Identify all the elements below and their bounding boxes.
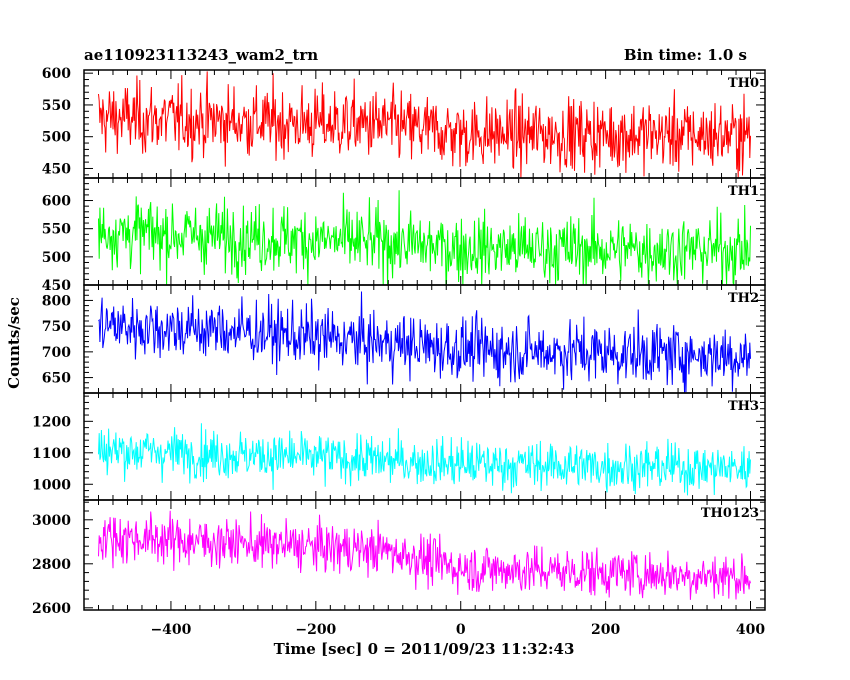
- y-tick-label: 700: [42, 345, 71, 361]
- chart-title: ae110923113243_wam2_trn: [84, 46, 318, 64]
- x-axis-title: Time [sec] 0 = 2011/09/23 11:32:43: [274, 640, 575, 658]
- y-tick-label: 650: [42, 371, 71, 387]
- y-axis-title: Counts/sec: [5, 297, 23, 389]
- panels-group: 450 500 550 600 TH0 450 500 550 600 TH1 650 700 750 8…: [32, 66, 766, 617]
- y-tick-label: 1000: [32, 477, 71, 493]
- panel-label: TH0123: [701, 506, 759, 521]
- x-tick-label: −200: [295, 622, 336, 638]
- x-tick-label: 200: [591, 622, 620, 638]
- y-tick-label: 550: [42, 98, 71, 114]
- x-tick-label: 0: [456, 622, 466, 638]
- y-tick-label: 800: [42, 293, 71, 309]
- series-line-th0123: [98, 510, 751, 600]
- panel-label: TH3: [728, 399, 759, 414]
- panel-th0: 450 500 550 600 TH0: [42, 66, 766, 179]
- panel-th1: 450 500 550 600 TH1: [42, 177, 766, 294]
- y-tick-label: 600: [42, 66, 71, 82]
- panel-label: TH2: [728, 291, 759, 306]
- bin-time-label: Bin time: 1.0 s: [624, 46, 747, 64]
- y-tick-label: 500: [42, 250, 71, 266]
- y-tick-label: 600: [42, 194, 71, 210]
- x-tick-label: 400: [736, 622, 765, 638]
- y-tick-label: 3000: [32, 513, 71, 529]
- x-axis: −400 −200 0 200 400: [97, 70, 765, 638]
- y-tick-label: 1100: [32, 446, 71, 462]
- panel-label: TH1: [728, 184, 759, 199]
- y-tick-label: 500: [42, 130, 71, 146]
- series-line-th1: [98, 190, 751, 285]
- series-line-th0: [98, 71, 751, 178]
- y-tick-label: 1200: [32, 414, 71, 430]
- y-tick-label: 450: [42, 161, 71, 177]
- panel-label: TH0: [728, 76, 759, 91]
- y-tick-label: 2800: [32, 557, 71, 573]
- y-tick-label: 450: [42, 278, 71, 294]
- x-tick-label: −400: [150, 622, 191, 638]
- series-line-th2: [98, 291, 751, 393]
- series-line-th3: [98, 423, 751, 496]
- y-tick-label: 2600: [32, 601, 71, 617]
- y-tick-label: 750: [42, 319, 71, 335]
- panel-th3: 1000 1100 1200 TH3: [32, 392, 766, 501]
- panel-th2: 650 700 750 800 TH2: [42, 284, 766, 394]
- y-tick-label: 550: [42, 222, 71, 238]
- panel-th0123: 2600 2800 3000 TH0123: [32, 499, 766, 617]
